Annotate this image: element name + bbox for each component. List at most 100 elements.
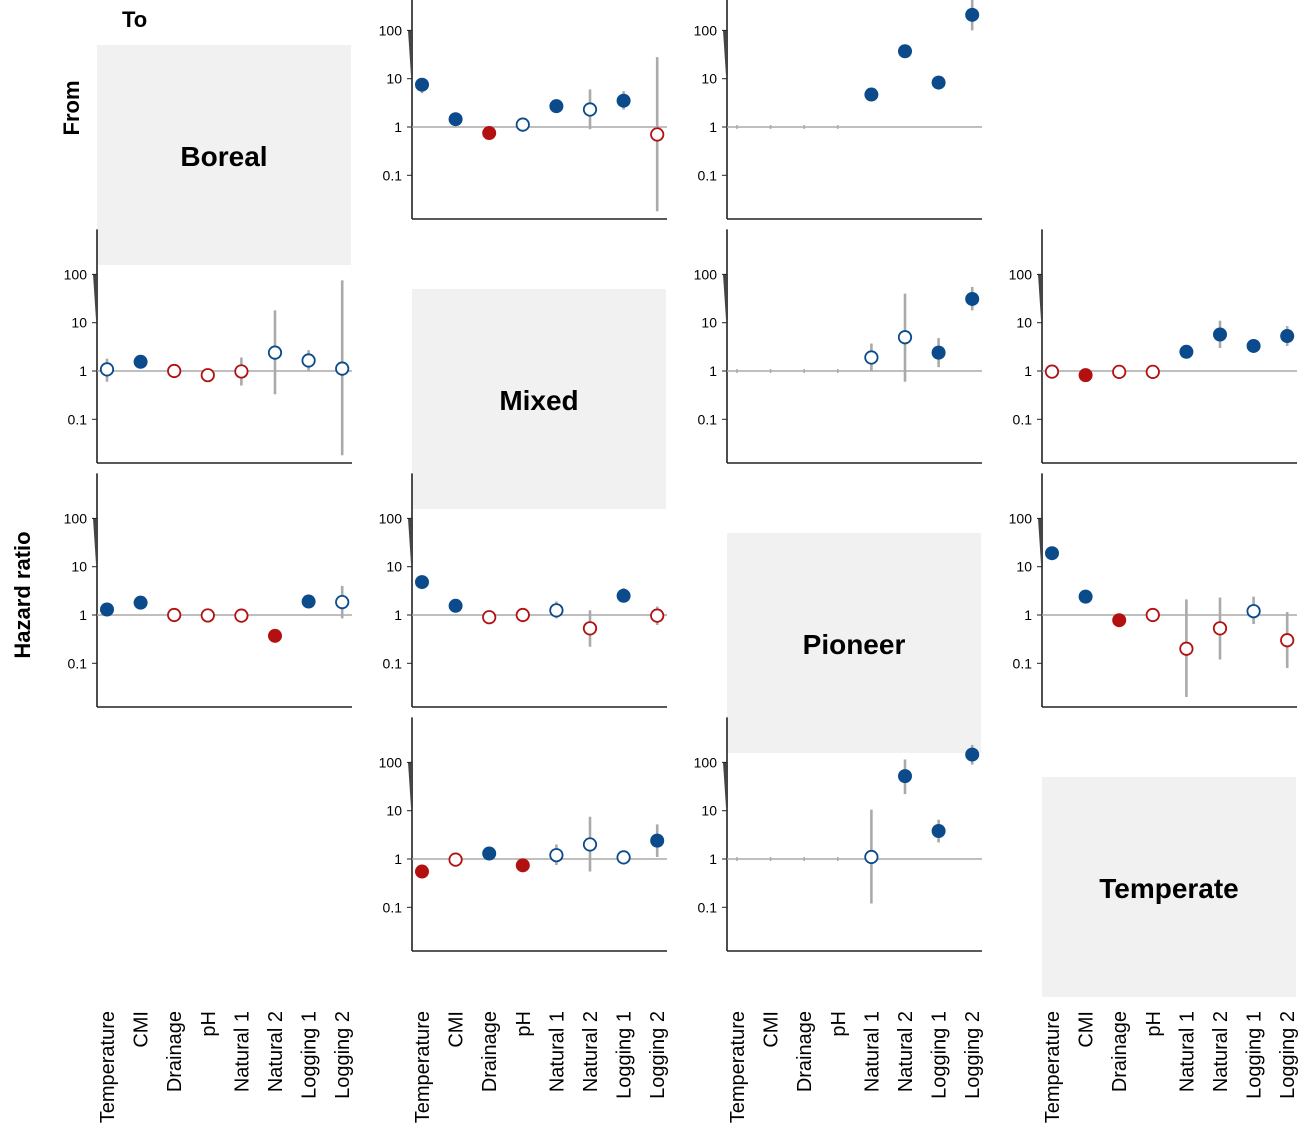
- y-tick-label: 0.1: [383, 655, 403, 671]
- y-tick-label: 0.1: [698, 899, 718, 915]
- y-tick-label: 0.1: [383, 167, 403, 183]
- data-point: [234, 608, 249, 623]
- data-point: [650, 127, 665, 142]
- data-point: [515, 117, 530, 132]
- state-panel-boreal: Boreal: [97, 45, 351, 265]
- panel-grid: BorealMixedPioneerTemperate1001010.11001…: [64, 0, 1299, 1123]
- y-tick-label: 1: [709, 119, 717, 135]
- y-tick-label: 1: [1024, 607, 1032, 623]
- data-point: [448, 852, 463, 867]
- y-tick-label: 0.1: [698, 411, 718, 427]
- data-point: [1112, 613, 1127, 628]
- data-point: [515, 858, 530, 873]
- to-label: To: [122, 7, 147, 32]
- state-panel-temperate: Temperate: [1042, 777, 1296, 997]
- data-point: [133, 595, 148, 610]
- y-axis-wedge: [1038, 274, 1043, 320]
- data-point: [1078, 589, 1093, 604]
- data-point: [448, 598, 463, 613]
- category-labels: Temperature CMI Drainage pH Natural 1 Natural…: [97, 1011, 354, 1123]
- category-tick-label: CMI: [446, 1011, 468, 1048]
- category-tick-label: Logging 1: [1244, 1011, 1266, 1099]
- category-tick-label: pH: [513, 1011, 535, 1037]
- data-point: [267, 345, 283, 360]
- y-tick-label: 100: [379, 754, 403, 770]
- category-tick-label: CMI: [761, 1011, 783, 1048]
- y-tick-label: 0.1: [68, 655, 88, 671]
- y-tick-label: 1: [394, 851, 402, 867]
- data-point: [99, 362, 115, 377]
- data-point: [1246, 604, 1261, 619]
- data-point: [898, 44, 912, 59]
- y-tick-label: 100: [64, 266, 88, 282]
- y-tick-label: 100: [379, 510, 403, 526]
- data-point: [415, 864, 429, 879]
- y-tick-label: 10: [701, 315, 717, 331]
- data-point: [931, 75, 946, 90]
- data-point: [897, 330, 913, 345]
- category-tick-label: Logging 1: [299, 1011, 321, 1099]
- category-tick-label: CMI: [1076, 1011, 1098, 1048]
- category-labels: Temperature CMI Drainage pH Natural 1 Natural…: [727, 1011, 984, 1123]
- y-tick-label: 0.1: [698, 167, 718, 183]
- y-tick-label: 0.1: [68, 411, 88, 427]
- category-tick-label: Logging 1: [614, 1011, 636, 1099]
- y-axis-wedge: [723, 274, 728, 320]
- category-tick-label: Drainage: [794, 1011, 816, 1092]
- category-tick-label: Natural 1: [1176, 1011, 1198, 1092]
- data-point: [1179, 641, 1194, 656]
- data-point: [1179, 344, 1194, 359]
- category-tick-label: Logging 2: [1277, 1011, 1299, 1099]
- data-point: [1145, 364, 1160, 379]
- data-point: [864, 849, 879, 865]
- category-labels: Temperature CMI Drainage pH Natural 1 Natural…: [1042, 1011, 1299, 1123]
- category-tick-label: pH: [828, 1011, 850, 1037]
- data-point: [200, 368, 215, 383]
- category-tick-label: Temperature: [97, 1011, 119, 1123]
- data-point: [931, 345, 946, 360]
- y-tick-label: 10: [386, 559, 402, 575]
- data-point: [335, 594, 350, 610]
- data-point: [1213, 327, 1227, 342]
- data-point: [1112, 364, 1127, 379]
- panel-pioneer-to-mixed: 100 10 1 0.1: [379, 473, 667, 708]
- state-panel-pioneer: Pioneer: [727, 533, 981, 753]
- data-point: [200, 608, 215, 623]
- category-tick-label: Natural 2: [895, 1011, 917, 1092]
- category-tick-label: Drainage: [164, 1011, 186, 1092]
- data-point: [931, 823, 946, 838]
- data-point: [1280, 633, 1295, 648]
- state-panel-title: Temperate: [1099, 873, 1239, 904]
- y-axis-wedge: [1038, 518, 1043, 564]
- y-tick-label: 1: [394, 119, 402, 135]
- category-tick-label: Natural 1: [231, 1011, 253, 1092]
- y-tick-label: 10: [386, 71, 402, 87]
- data-point: [1045, 546, 1059, 561]
- data-point: [864, 350, 879, 365]
- y-tick-label: 0.1: [383, 899, 403, 915]
- y-tick-label: 1: [709, 851, 717, 867]
- y-tick-label: 100: [694, 754, 718, 770]
- panel-pioneer-to-temperate: 100 10 1 0.1: [1009, 473, 1297, 708]
- y-tick-label: 1: [79, 363, 87, 379]
- data-point: [268, 628, 282, 643]
- data-point: [650, 608, 665, 623]
- panel-boreal-to-mixed: 100 10 1 0.1: [379, 0, 667, 220]
- y-tick-label: 100: [1009, 266, 1033, 282]
- data-point: [415, 575, 429, 590]
- y-tick-label: 1: [394, 607, 402, 623]
- y-tick-label: 10: [701, 803, 717, 819]
- category-tick-label: Natural 1: [861, 1011, 883, 1092]
- data-point: [515, 607, 530, 623]
- data-point: [582, 621, 598, 636]
- data-point: [335, 361, 350, 376]
- state-panel-title: Boreal: [180, 141, 267, 172]
- state-panel-background: [727, 533, 981, 753]
- category-tick-label: Drainage: [1109, 1011, 1131, 1092]
- category-labels: Temperature CMI Drainage pH Natural 1 Natural…: [412, 1011, 669, 1123]
- data-point: [616, 850, 631, 865]
- data-point: [482, 610, 497, 625]
- data-point: [965, 747, 980, 762]
- data-point: [167, 363, 182, 379]
